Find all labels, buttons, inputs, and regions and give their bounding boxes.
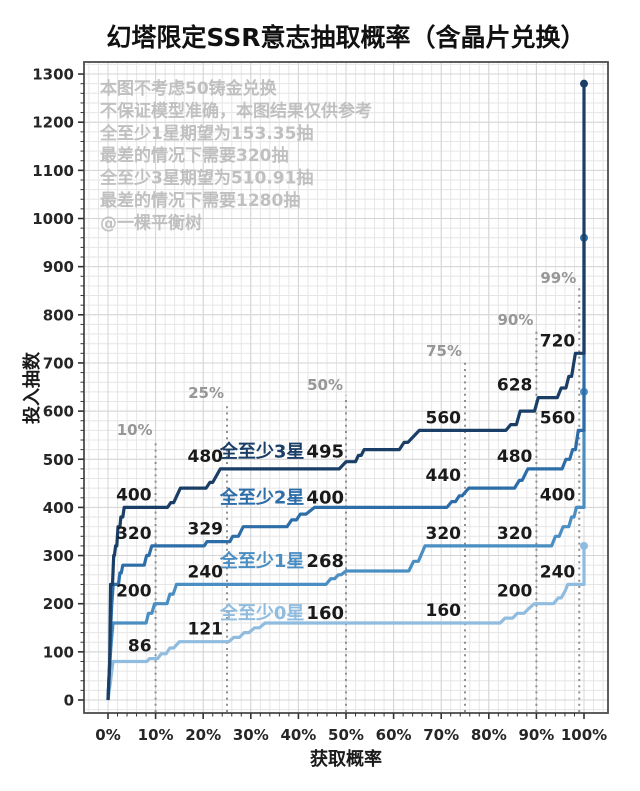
y-tick-label: 900 [43,258,74,276]
series-legend-star0: 全至少0星 160 [219,602,344,624]
endpoint-marker-star0 [580,541,588,550]
quantile-label-10: 10% [117,421,153,439]
plot-area: 10% 25% 50% 75% 90% 99% 86 121 160 200 240 200 240 32… [32,61,609,744]
series-line-star1 [106,391,586,701]
x-tick-label: 10% [138,726,174,744]
series-legend-value-star3: 495 [306,442,344,463]
value-label-star0-75: 160 [426,601,462,621]
y-tick-label: 700 [43,354,74,372]
value-label-star2-25: 329 [188,520,224,540]
series-legend-value-star0: 160 [306,603,344,624]
value-label-star2-99: 560 [540,408,576,428]
annotation-line-6: @一棵平衡树 [100,212,202,233]
value-label-star1-99: 400 [540,485,576,505]
value-label-star1-75: 320 [426,524,462,544]
series-legend-star2: 全至少2星 400 [219,486,344,508]
value-label-star0-25: 121 [188,620,224,640]
value-label-star2-90: 480 [497,447,533,467]
x-tick-label: 100% [561,726,607,744]
series-legend-name-star1: 全至少1星 [219,550,305,572]
value-label-star3-10: 400 [116,485,152,505]
series-legend-star1: 全至少1星 268 [219,550,344,572]
y-tick-label: 300 [43,547,74,565]
y-tick-label: 1300 [32,66,74,84]
value-label-star0-90: 200 [497,582,533,602]
value-label-star3-75: 560 [426,408,462,428]
annotation-line-5: 最差的情况下需要1280抽 [100,190,300,211]
y-axis-title: 投入抽数 [21,351,43,424]
value-label-star1-10: 200 [116,582,152,602]
series-legend-name-star0: 全至少0星 [219,602,305,624]
x-tick-label: 30% [233,726,269,744]
chart-title: 幻塔限定SSR意志抽取概率（含晶片兑换） [106,23,585,52]
y-tick-label: 0 [64,692,74,710]
value-label-star3-25: 480 [188,447,224,467]
series-line-star2 [106,237,586,701]
y-tick-label: 800 [43,306,74,324]
quantile-label-50: 50% [307,376,343,394]
x-tick-label: 0% [95,726,120,744]
value-label-star0-99: 240 [540,562,576,582]
x-tick-label: 20% [185,726,221,744]
annotation-line-1: 不保证模型准确，本图结果仅供参考 [100,100,372,121]
value-label-star1-25: 240 [188,562,224,582]
value-label-star3-99: 720 [540,331,576,351]
quantile-label-25: 25% [188,384,224,402]
value-label-star0-10: 86 [128,637,152,657]
series-legend-name-star3: 全至少3星 [219,441,305,463]
series-legend-value-star1: 268 [306,551,344,572]
series-line-star0 [106,545,586,701]
annotation-line-4: 全至少3星期望为510.91抽 [99,168,313,189]
y-tick-label: 100 [43,643,74,661]
series-legend-name-star2: 全至少2星 [219,486,305,508]
y-tick-label: 600 [43,403,74,421]
annotation-line-0: 本图不考虑50铸金兑换 [100,78,278,99]
x-tick-label: 80% [471,726,507,744]
value-label-star2-10: 320 [116,524,152,544]
y-tick-label: 200 [43,595,74,613]
y-tick-label: 1100 [32,162,74,180]
x-tick-label: 60% [376,726,412,744]
value-label-star1-90: 320 [497,524,533,544]
x-tick-label: 40% [280,726,316,744]
quantile-label-75: 75% [426,342,462,360]
series-line-star3 [106,83,586,701]
x-tick-label: 70% [423,726,459,744]
quantile-label-90: 90% [497,311,533,329]
x-tick-label: 90% [518,726,554,744]
series-legend-value-star2: 400 [306,487,344,508]
x-tick-label: 50% [328,726,364,744]
endpoint-marker-star3 [580,79,588,88]
value-label-star2-75: 440 [426,466,462,486]
series-legend-star3: 全至少3星 495 [219,441,344,463]
annotation-line-2: 全至少1星期望为153.35抽 [99,123,313,144]
y-tick-label: 1000 [32,210,74,228]
y-tick-label: 400 [43,499,74,517]
y-tick-label: 500 [43,451,74,469]
quantile-label-99: 99% [540,269,576,287]
x-axis-title: 获取概率 [310,748,382,770]
value-label-star3-90: 628 [497,376,533,396]
annotation-line-3: 最差的情况下需要320抽 [100,145,289,166]
y-tick-label: 1200 [32,114,74,132]
